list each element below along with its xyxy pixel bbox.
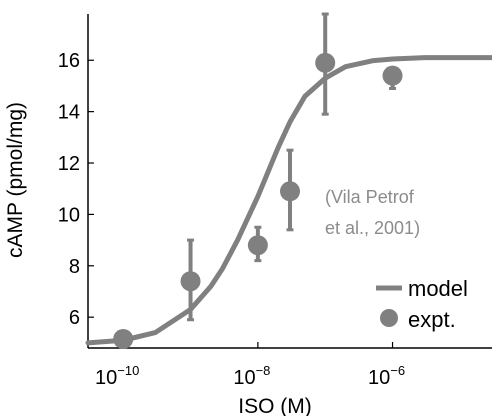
x-tick-label: 10−6 <box>368 363 405 389</box>
expt-point <box>113 329 134 349</box>
source-annotation-line-2: et al., 2001) <box>325 218 420 238</box>
expt-point <box>280 181 300 202</box>
expt-point <box>315 52 336 73</box>
legend-expt-marker <box>380 309 398 327</box>
x-tick-label: 10−10 <box>95 363 139 389</box>
expt-point <box>180 271 201 292</box>
x-tick-label-base: 10 <box>233 367 255 389</box>
y-axis-label: cAMP (pmol/mg) <box>4 102 27 258</box>
x-tick-label: 10−8 <box>233 363 270 389</box>
axes <box>87 14 492 349</box>
y-tick-label: 12 <box>58 153 80 175</box>
source-annotation-line-1: (Vila Petrof <box>325 187 415 207</box>
y-ticks: 6 8 10 12 14 16 <box>58 50 94 329</box>
legend: model expt. <box>376 276 468 332</box>
expt-point <box>382 65 403 86</box>
y-tick-label: 10 <box>58 204 80 226</box>
legend-model-label: model <box>408 276 468 301</box>
y-tick-label: 8 <box>69 256 80 278</box>
x-tick-label-exponent: −6 <box>390 363 405 378</box>
model-curve <box>85 55 492 346</box>
legend-expt-label: expt. <box>408 307 456 332</box>
x-tick-label-exponent: −8 <box>256 363 271 378</box>
x-ticks: 10−10 10−8 10−6 <box>95 342 405 389</box>
y-tick-label: 14 <box>58 102 80 124</box>
x-tick-label-exponent: −10 <box>117 363 139 378</box>
x-tick-label-base: 10 <box>95 367 117 389</box>
x-tick-label-base: 10 <box>368 367 390 389</box>
plot-marks <box>85 12 492 349</box>
x-axis-label: ISO (M) <box>238 395 312 416</box>
y-tick-label: 6 <box>69 307 80 329</box>
y-tick-label: 16 <box>58 50 80 72</box>
expt-point <box>247 235 268 256</box>
